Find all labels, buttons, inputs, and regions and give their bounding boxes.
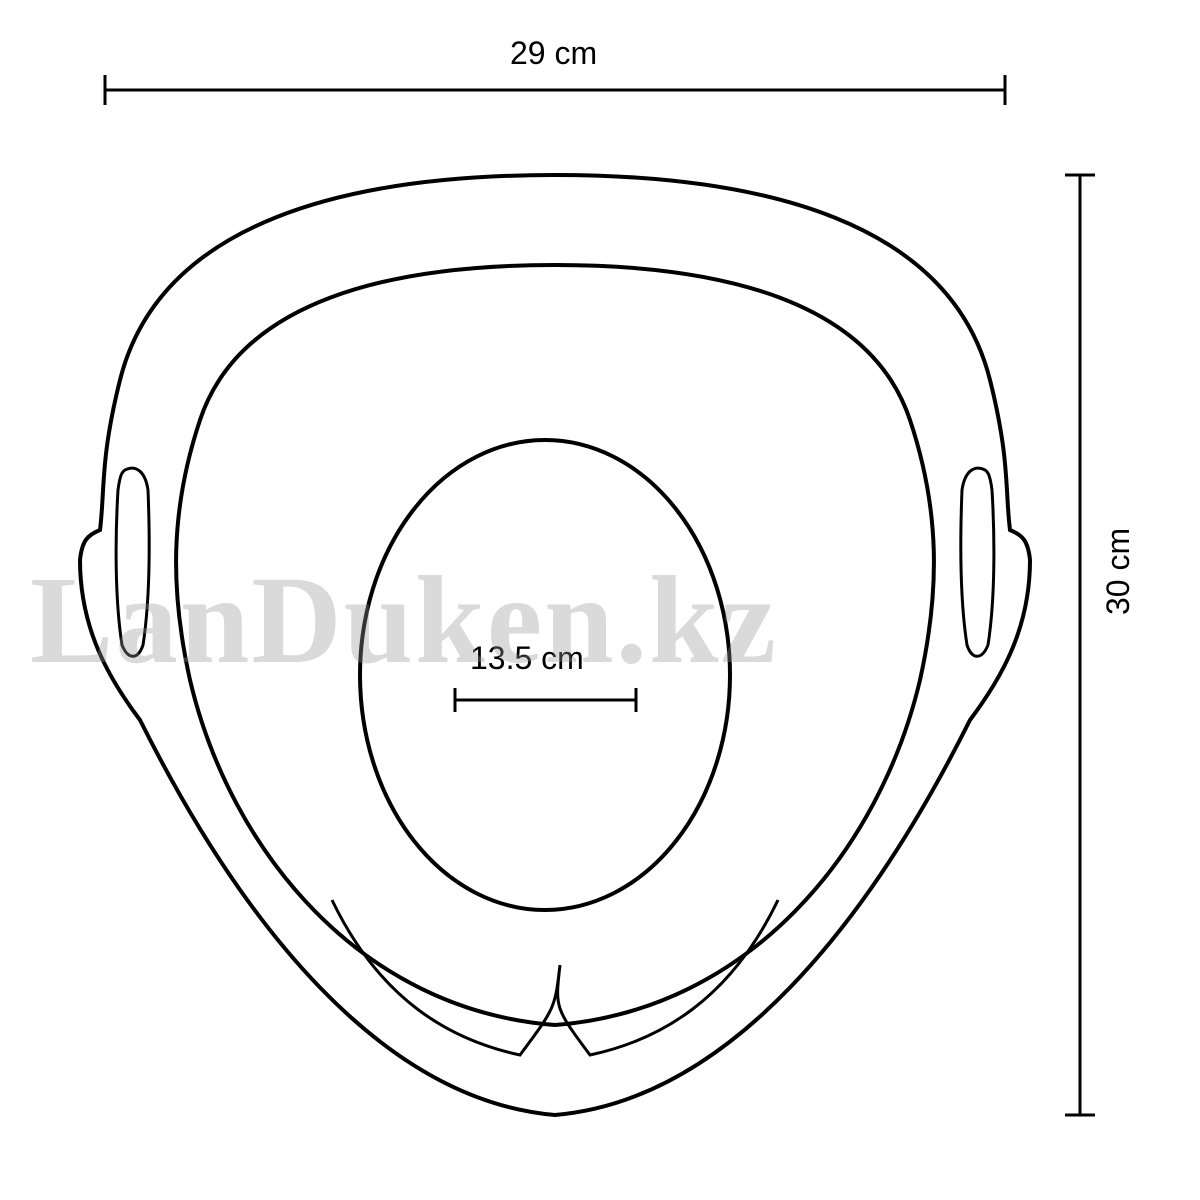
top-dimension-line <box>105 75 1005 105</box>
right-handle-slot <box>961 468 994 656</box>
width-label: 29 cm <box>510 35 597 72</box>
right-dimension-line <box>1065 175 1095 1115</box>
height-label: 30 cm <box>1100 528 1137 615</box>
watermark-text: LanDuken.kz <box>30 550 778 693</box>
